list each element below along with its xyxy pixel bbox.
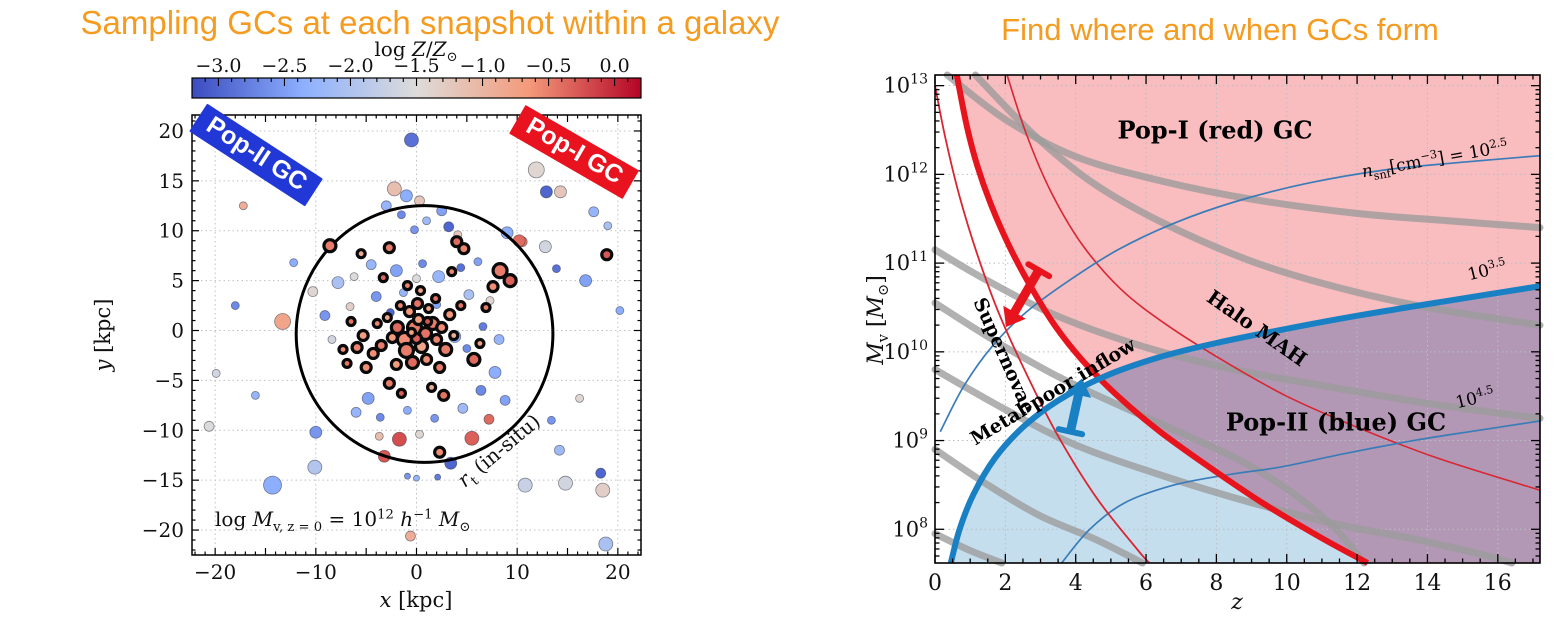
svg-text:−3.0: −3.0: [195, 55, 241, 77]
svg-text:20: 20: [159, 119, 184, 143]
pop2-region-label: Pop-II (blue) GC: [1225, 407, 1447, 437]
pop1-region-label: Pop-I (red) GC: [1117, 115, 1313, 145]
svg-text:108: 108: [892, 515, 928, 541]
svg-text:10: 10: [504, 560, 529, 584]
y-axis-label: y [kpc]: [91, 298, 115, 372]
svg-text:16: 16: [1484, 571, 1512, 596]
svg-text:15: 15: [159, 169, 184, 193]
svg-text:−20: −20: [194, 560, 236, 584]
right-chart-panel: 0 2 4 6 8 10 12 14 16 108 109 1010 1011 1012 1013 Pop-…: [860, 40, 1560, 622]
svg-text:1010: 1010: [883, 338, 928, 364]
svg-text:14: 14: [1413, 571, 1441, 596]
svg-text:6: 6: [1139, 571, 1153, 596]
svg-text:−20: −20: [142, 518, 184, 542]
x-axis-label: x [kpc]: [379, 588, 453, 612]
svg-text:10: 10: [159, 219, 184, 243]
svg-text:−1.5: −1.5: [393, 55, 439, 77]
svg-text:0: 0: [171, 319, 184, 343]
galaxy-scatter-plot: −3.0 −2.5 −2.0 −1.5 −1.0 −0.5 0.0 −20 −10 0 10 20 −2…: [142, 55, 642, 584]
svg-text:0: 0: [928, 571, 942, 596]
svg-text:−15: −15: [142, 468, 184, 492]
svg-text:1011: 1011: [883, 249, 928, 275]
svg-text:8: 8: [1209, 571, 1223, 596]
svg-text:0.0: 0.0: [599, 55, 629, 77]
svg-text:12: 12: [1343, 571, 1371, 596]
svg-text:−10: −10: [142, 418, 184, 442]
left-chart-panel: −3.0 −2.5 −2.0 −1.5 −1.0 −0.5 0.0 −20 −10 0 10 20 −2…: [91, 35, 795, 622]
svg-text:5: 5: [171, 269, 184, 293]
left-panel-title: Sampling GCs at each snapshot within a g…: [80, 4, 780, 41]
svg-text:−0.5: −0.5: [525, 55, 571, 77]
svg-text:1013: 1013: [883, 72, 928, 98]
svg-text:−2.0: −2.0: [327, 55, 373, 77]
svg-text:−1.0: −1.0: [459, 55, 505, 77]
svg-text:0: 0: [410, 560, 423, 584]
svg-text:1012: 1012: [883, 160, 928, 186]
svg-text:109: 109: [892, 427, 928, 453]
svg-text:2: 2: [998, 571, 1012, 596]
halo-mass-axis-label: Mv [M⊙]: [863, 275, 893, 365]
halo-mass-annotation: log Mv, z = 0 = 1012 h−1 M⊙: [215, 507, 471, 535]
right-panel-title: Find where and when GCs form: [1001, 12, 1439, 47]
svg-text:−2.5: −2.5: [261, 55, 307, 77]
svg-text:−5: −5: [155, 368, 184, 392]
svg-text:10: 10: [1273, 571, 1301, 596]
redshift-axis-label: z: [1231, 590, 1243, 615]
svg-text:4: 4: [1069, 571, 1083, 596]
svg-text:−10: −10: [295, 560, 337, 584]
colorbar-title: log Z/Z⊙: [374, 37, 458, 65]
svg-text:20: 20: [605, 560, 630, 584]
